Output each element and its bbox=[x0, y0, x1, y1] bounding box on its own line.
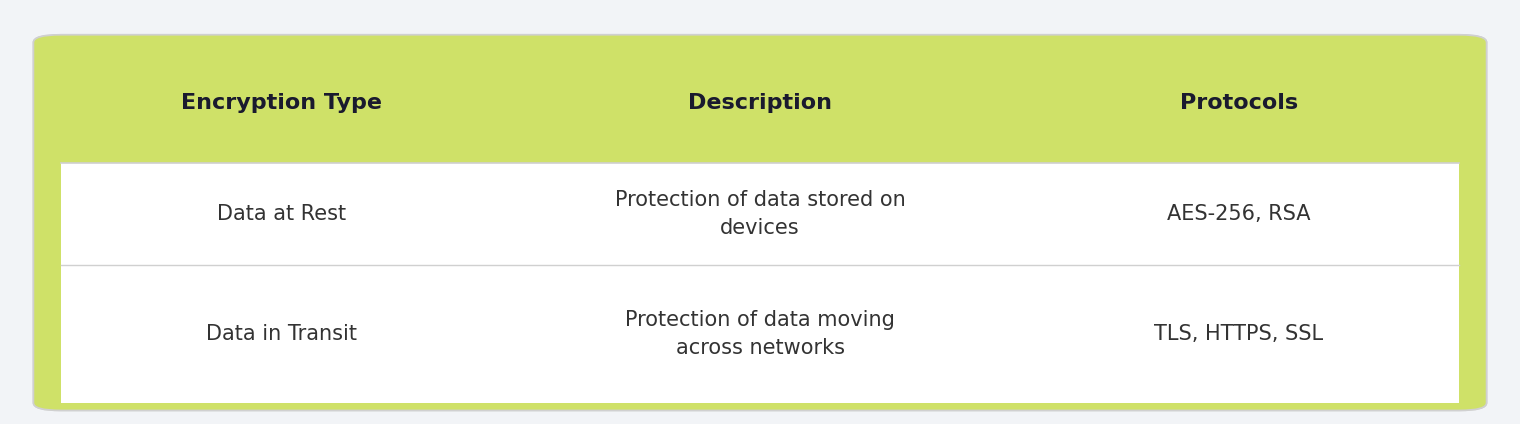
Text: Data in Transit: Data in Transit bbox=[205, 324, 357, 344]
Text: TLS, HTTPS, SSL: TLS, HTTPS, SSL bbox=[1154, 324, 1324, 344]
FancyBboxPatch shape bbox=[33, 35, 1487, 410]
Text: Description: Description bbox=[689, 93, 831, 113]
Text: Protection of data stored on
devices: Protection of data stored on devices bbox=[614, 190, 906, 238]
Text: Protection of data moving
across networks: Protection of data moving across network… bbox=[625, 310, 895, 358]
Text: Protocols: Protocols bbox=[1180, 93, 1298, 113]
Bar bbox=[61, 163, 1459, 403]
Text: AES-256, RSA: AES-256, RSA bbox=[1167, 204, 1310, 224]
Text: Data at Rest: Data at Rest bbox=[217, 204, 345, 224]
FancyBboxPatch shape bbox=[33, 35, 1487, 410]
Text: Encryption Type: Encryption Type bbox=[181, 93, 382, 113]
